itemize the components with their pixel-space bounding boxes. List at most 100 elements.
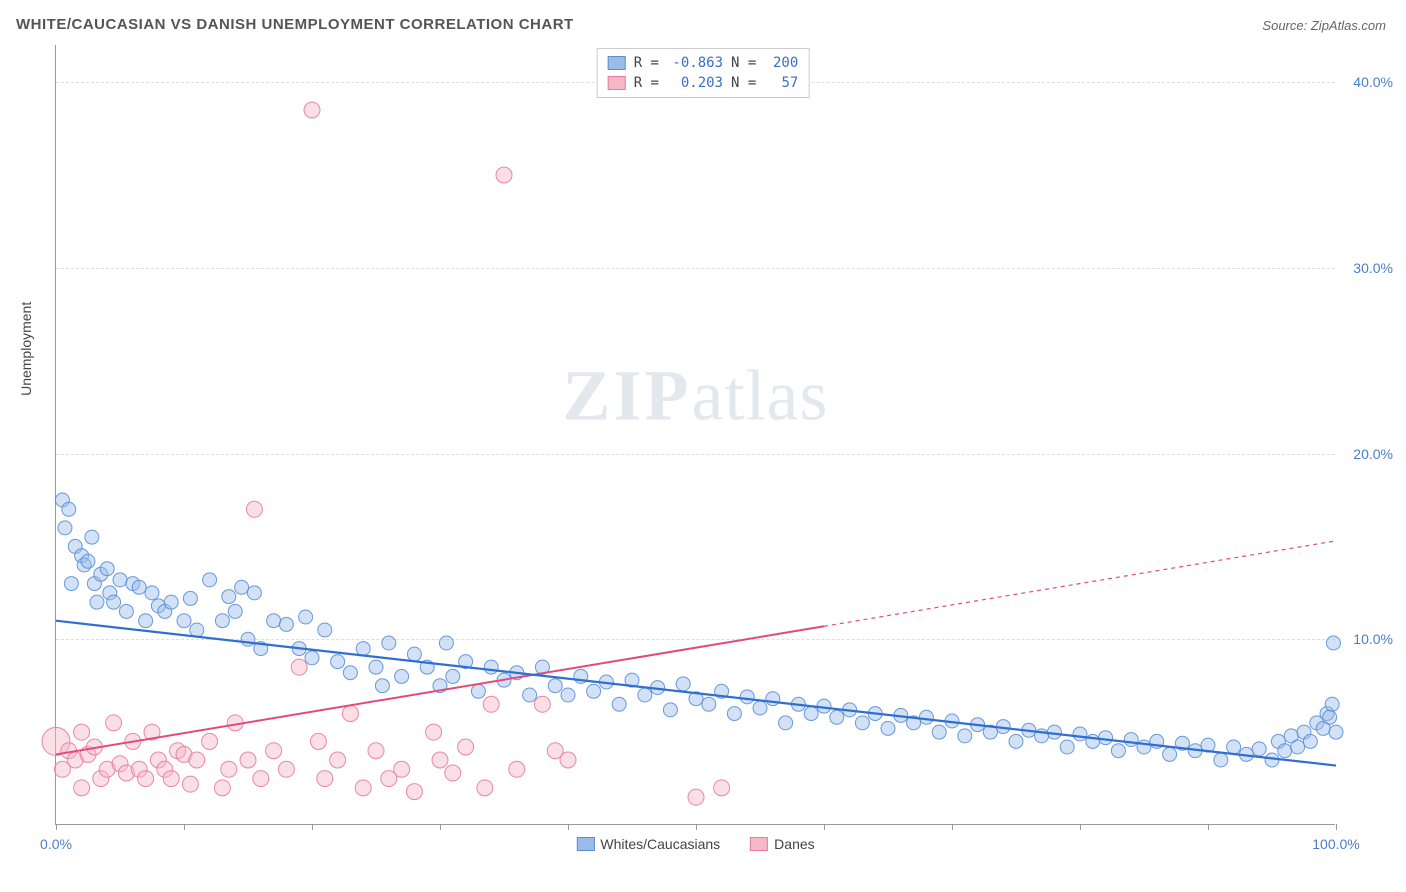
legend-top-row-whites: R = -0.863 N = 200 xyxy=(608,53,799,73)
data-point xyxy=(139,614,153,628)
x-tick-label: 0.0% xyxy=(40,836,72,852)
legend-bottom: Whites/Caucasians Danes xyxy=(576,836,814,852)
data-point xyxy=(203,573,217,587)
data-point xyxy=(612,697,626,711)
data-point xyxy=(145,586,159,600)
data-point xyxy=(299,610,313,624)
data-point xyxy=(432,752,448,768)
data-point xyxy=(560,752,576,768)
data-point xyxy=(509,761,525,777)
legend-r-label: R = xyxy=(634,55,659,71)
legend-label-danes: Danes xyxy=(774,836,814,852)
data-point xyxy=(74,780,90,796)
data-point xyxy=(221,761,237,777)
data-point xyxy=(587,684,601,698)
x-tick xyxy=(56,824,57,830)
data-point xyxy=(382,636,396,650)
data-point xyxy=(766,692,780,706)
data-point xyxy=(1291,740,1305,754)
data-point xyxy=(446,669,460,683)
y-tick-label: 40.0% xyxy=(1353,74,1393,90)
data-point xyxy=(1137,740,1151,754)
data-point xyxy=(1099,731,1113,745)
data-point xyxy=(331,655,345,669)
data-point xyxy=(779,716,793,730)
data-point xyxy=(246,501,262,517)
data-point xyxy=(1009,734,1023,748)
data-point xyxy=(215,614,229,628)
data-point xyxy=(477,780,493,796)
data-point xyxy=(177,614,191,628)
data-point xyxy=(90,595,104,609)
data-point xyxy=(214,780,230,796)
data-point xyxy=(1303,734,1317,748)
data-point xyxy=(727,707,741,721)
data-point xyxy=(548,679,562,693)
data-point xyxy=(182,776,198,792)
data-point xyxy=(241,632,255,646)
data-point xyxy=(804,707,818,721)
y-tick-label: 20.0% xyxy=(1353,446,1393,462)
chart-container: WHITE/CAUCASIAN VS DANISH UNEMPLOYMENT C… xyxy=(10,10,1396,882)
data-point xyxy=(355,780,371,796)
y-tick-label: 10.0% xyxy=(1353,631,1393,647)
data-point xyxy=(458,739,474,755)
data-point xyxy=(183,591,197,605)
data-point xyxy=(368,743,384,759)
data-point xyxy=(1073,727,1087,741)
data-point xyxy=(534,696,550,712)
data-point xyxy=(1323,710,1337,724)
data-point xyxy=(1329,725,1343,739)
data-point xyxy=(253,771,269,787)
data-point xyxy=(266,743,282,759)
data-point xyxy=(1227,740,1241,754)
legend-n-label: N = xyxy=(731,55,756,71)
x-tick xyxy=(568,824,569,830)
legend-top-row-danes: R = 0.203 N = 57 xyxy=(608,73,799,93)
x-tick xyxy=(440,824,441,830)
data-point xyxy=(958,729,972,743)
legend-top-swatch-whites xyxy=(608,56,626,70)
source-attribution: Source: ZipAtlas.com xyxy=(1262,18,1386,33)
data-point xyxy=(688,789,704,805)
legend-n-danes: 57 xyxy=(764,75,798,91)
legend-swatch-danes xyxy=(750,837,768,851)
legend-n-whites: 200 xyxy=(764,55,798,71)
data-point xyxy=(267,614,281,628)
data-point xyxy=(318,623,332,637)
x-tick xyxy=(1080,824,1081,830)
legend-item-whites: Whites/Caucasians xyxy=(576,836,720,852)
data-point xyxy=(235,580,249,594)
data-point xyxy=(81,554,95,568)
data-point xyxy=(426,724,442,740)
y-tick-label: 30.0% xyxy=(1353,260,1393,276)
data-point xyxy=(1163,747,1177,761)
data-point xyxy=(343,666,357,680)
data-point xyxy=(881,721,895,735)
data-point xyxy=(561,688,575,702)
plot-area: Unemployment ZIPatlas Whites/Caucasians … xyxy=(55,45,1335,825)
data-point xyxy=(310,733,326,749)
data-point xyxy=(676,677,690,691)
legend-top-swatch-danes xyxy=(608,76,626,90)
plot-svg xyxy=(56,45,1335,824)
data-point xyxy=(919,710,933,724)
legend-r-label-2: R = xyxy=(634,75,659,91)
data-point xyxy=(471,684,485,698)
data-point xyxy=(190,623,204,637)
data-point xyxy=(279,617,293,631)
data-point xyxy=(85,530,99,544)
data-point xyxy=(189,752,205,768)
data-point xyxy=(330,752,346,768)
x-tick xyxy=(824,824,825,830)
data-point xyxy=(445,765,461,781)
data-point xyxy=(132,580,146,594)
data-point xyxy=(1326,636,1340,650)
data-point xyxy=(369,660,383,674)
trend-line-extrapolated xyxy=(824,541,1336,626)
data-point xyxy=(278,761,294,777)
data-point xyxy=(496,167,512,183)
data-point xyxy=(394,761,410,777)
data-point xyxy=(228,604,242,618)
x-tick xyxy=(1336,824,1337,830)
